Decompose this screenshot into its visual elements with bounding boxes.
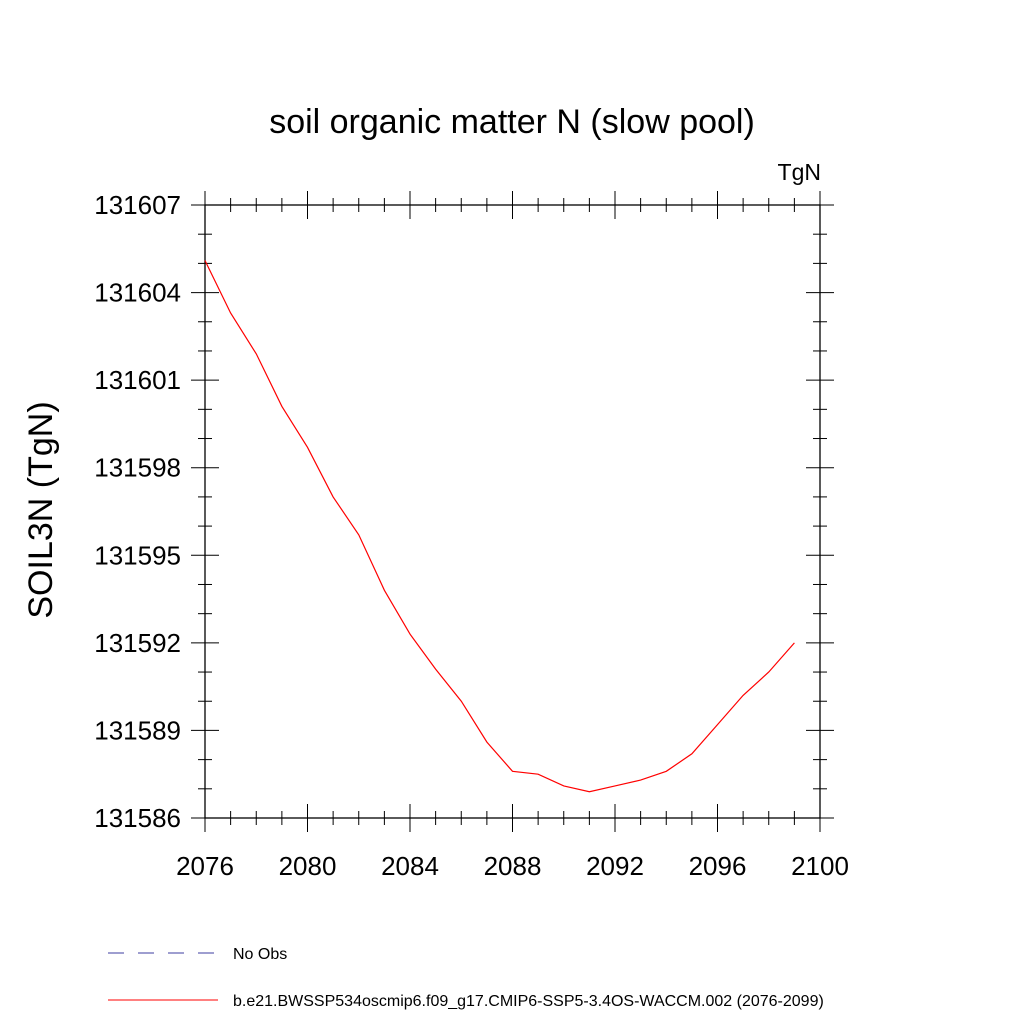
y-tick-label: 131586 <box>94 803 181 833</box>
chart-title: soil organic matter N (slow pool) <box>269 103 755 141</box>
y-tick-label: 131595 <box>94 540 181 570</box>
legend-label: No Obs <box>233 946 287 963</box>
x-tick-label: 2092 <box>586 851 644 881</box>
legend: No Obs b.e21.BWSSP534oscmip6.f09_g17.CMIP… <box>108 946 824 1010</box>
legend-label: b.e21.BWSSP534oscmip6.f09_g17.CMIP6-SSP5… <box>233 993 824 1010</box>
units-label: TgN <box>778 159 821 185</box>
x-tick-label: 2088 <box>484 851 542 881</box>
x-tick-label: 2096 <box>689 851 747 881</box>
y-tick-label: 131592 <box>94 628 181 658</box>
plot-area: 2076 2080 2084 2088 2092 2096 2100 131586 131589… <box>94 190 849 881</box>
x-tick-label: 2080 <box>279 851 337 881</box>
y-tick-label: 131604 <box>94 278 181 308</box>
y-tick-label: 131598 <box>94 453 181 483</box>
y-tick-label: 131601 <box>94 365 181 395</box>
x-tick-label: 2084 <box>381 851 439 881</box>
x-tick-label: 2100 <box>791 851 849 881</box>
series-line <box>204 260 795 793</box>
x-tick-label: 2076 <box>176 851 234 881</box>
plot-frame <box>204 204 821 819</box>
y-tick-label: 131607 <box>94 190 181 220</box>
y-axis-label: SOIL3N (TgN) <box>22 401 60 618</box>
y-tick-label: 131589 <box>94 715 181 745</box>
